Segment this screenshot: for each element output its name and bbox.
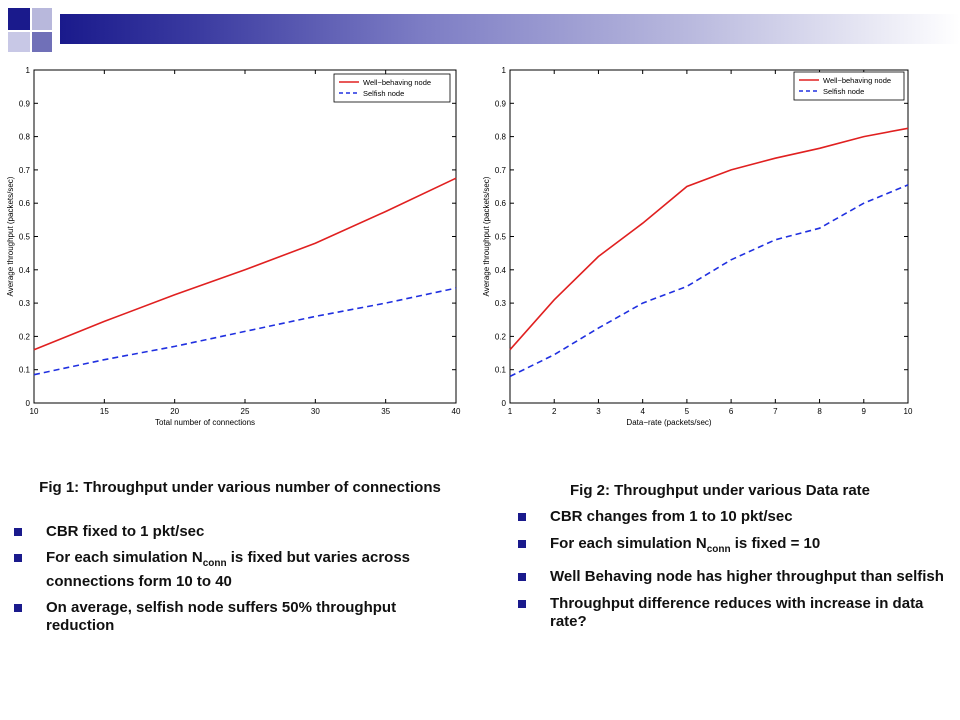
x-tick-label: 1 [508, 407, 513, 416]
x-tick-label: 6 [729, 407, 734, 416]
bullet-text: is fixed = 10 [730, 535, 821, 552]
list-item: CBR changes from 1 to 10 pkt/sec [518, 508, 958, 526]
square-light [8, 32, 30, 52]
fig2-caption: Fig 2: Throughput under various Data rat… [569, 482, 871, 499]
bullet-text: CBR fixed to 1 pkt/sec [46, 523, 205, 540]
bullet-text: On average, selfish node suffers 50% thr… [46, 599, 397, 634]
y-tick-label: 0.3 [495, 299, 507, 308]
bullet-text: CBR changes from 1 to 10 pkt/sec [550, 508, 793, 525]
subscript: conn [202, 558, 227, 569]
bullet-icon [14, 604, 22, 612]
y-tick-label: 0.9 [19, 99, 31, 108]
legend-box [793, 71, 905, 101]
y-tick-label: 0.4 [19, 266, 31, 275]
list-item: For each simulation Nconn is fixed but v… [14, 549, 444, 591]
chart-svg: 0 0.1 0.2 0.3 0.4 0.5 0.6 0.7 0.8 0.9 1 10 15 20 25 30 3… [6, 66, 461, 427]
bullet-text: is fixed but varies across connections f… [46, 549, 411, 590]
x-tick-label: 4 [640, 407, 645, 416]
bullet-icon [14, 528, 22, 536]
y-tick-label: 0.5 [495, 233, 507, 242]
bullet-icon [14, 554, 22, 562]
y-tick-label: 1 [26, 66, 31, 75]
chart-throughput-vs-datarate: 0 0.1 0.2 0.3 0.4 0.5 0.6 0.7 0.8 0.9 1 1 2 3 4 5 6 7 8 9 10… [480, 60, 920, 430]
y-tick-label: 0.6 [495, 199, 507, 208]
fig1-caption: Fig 1: Throughput under various number o… [39, 479, 441, 496]
legend-label: Well−behaving node [363, 78, 431, 87]
x-tick-label: 8 [817, 407, 822, 416]
x-tick-label: 5 [685, 407, 690, 416]
y-tick-label: 0.8 [19, 133, 31, 142]
x-tick-label: 35 [381, 407, 390, 416]
square-mid [32, 32, 52, 52]
square-dark [8, 8, 30, 30]
bullet-icon [518, 600, 526, 608]
x-axis-label: Data−rate (packets/sec) [626, 418, 711, 427]
x-tick-label: 7 [773, 407, 778, 416]
x-tick-label: 9 [862, 407, 867, 416]
y-tick-label: 0.6 [19, 199, 31, 208]
legend-box [333, 73, 451, 103]
y-tick-label: 0.4 [495, 266, 507, 275]
list-item: For each simulation Nconn is fixed = 10 [518, 535, 958, 559]
y-tick-label: 0.7 [495, 166, 507, 175]
bullet-icon [518, 540, 526, 548]
x-tick-label: 3 [596, 407, 601, 416]
chart-throughput-vs-connections: 0 0.1 0.2 0.3 0.4 0.5 0.6 0.7 0.8 0.9 1 10 15 20 25 30 3… [4, 60, 474, 430]
bullet-text: For each simulation N [46, 549, 203, 566]
bullet-icon [518, 513, 526, 521]
y-tick-label: 0.3 [19, 299, 31, 308]
y-tick-label: 0.1 [495, 366, 507, 375]
x-tick-label: 2 [552, 407, 557, 416]
fig1-bullets: CBR fixed to 1 pkt/sec For each simulati… [14, 523, 444, 643]
bullet-text: For each simulation N [550, 535, 707, 552]
list-item: Throughput difference reduces with incre… [518, 595, 958, 631]
legend-label: Selfish node [363, 89, 404, 98]
x-tick-label: 25 [241, 407, 250, 416]
gradient-bar [60, 14, 960, 44]
series-line-selfish [33, 287, 457, 376]
y-axis-label: Average throughput (packets/sec) [482, 176, 491, 296]
legend-label: Selfish node [823, 87, 864, 96]
list-item: Well Behaving node has higher throughput… [518, 568, 958, 586]
y-tick-label: 1 [502, 66, 507, 75]
series-line-selfish [509, 184, 909, 378]
chart-svg: 0 0.1 0.2 0.3 0.4 0.5 0.6 0.7 0.8 0.9 1 1 2 3 4 5 6 7 8 9 10… [482, 66, 913, 427]
y-tick-label: 0 [26, 399, 31, 408]
square-light [32, 8, 52, 30]
x-tick-label: 20 [170, 407, 179, 416]
x-tick-label: 15 [100, 407, 109, 416]
list-item: On average, selfish node suffers 50% thr… [14, 599, 444, 635]
y-axis-label: Average throughput (packets/sec) [6, 176, 15, 296]
y-tick-label: 0.8 [495, 133, 507, 142]
y-tick-label: 0 [502, 399, 507, 408]
y-tick-label: 0.1 [19, 366, 31, 375]
plot-frame [33, 69, 457, 404]
y-tick-label: 0.2 [19, 332, 31, 341]
plot-frame [509, 69, 909, 404]
x-tick-label: 10 [904, 407, 913, 416]
y-tick-label: 0.5 [19, 233, 31, 242]
x-axis-label: Total number of connections [155, 418, 255, 427]
legend-label: Well−behaving node [823, 76, 891, 85]
bullet-icon [518, 573, 526, 581]
y-tick-label: 0.7 [19, 166, 31, 175]
bullet-text: Throughput difference reduces with incre… [550, 595, 924, 630]
fig2-bullets: CBR changes from 1 to 10 pkt/sec For eac… [518, 508, 958, 639]
series-line-well-behaving [509, 127, 909, 351]
y-tick-label: 0.9 [495, 99, 507, 108]
bullet-text: Well Behaving node has higher throughput… [550, 568, 944, 585]
subscript: conn [706, 544, 731, 555]
series-line-well-behaving [33, 177, 457, 351]
x-tick-label: 30 [311, 407, 320, 416]
x-tick-label: 10 [30, 407, 39, 416]
x-tick-label: 40 [452, 407, 461, 416]
y-tick-label: 0.2 [495, 332, 507, 341]
list-item: CBR fixed to 1 pkt/sec [14, 523, 444, 541]
title-bar-decoration [0, 0, 960, 62]
